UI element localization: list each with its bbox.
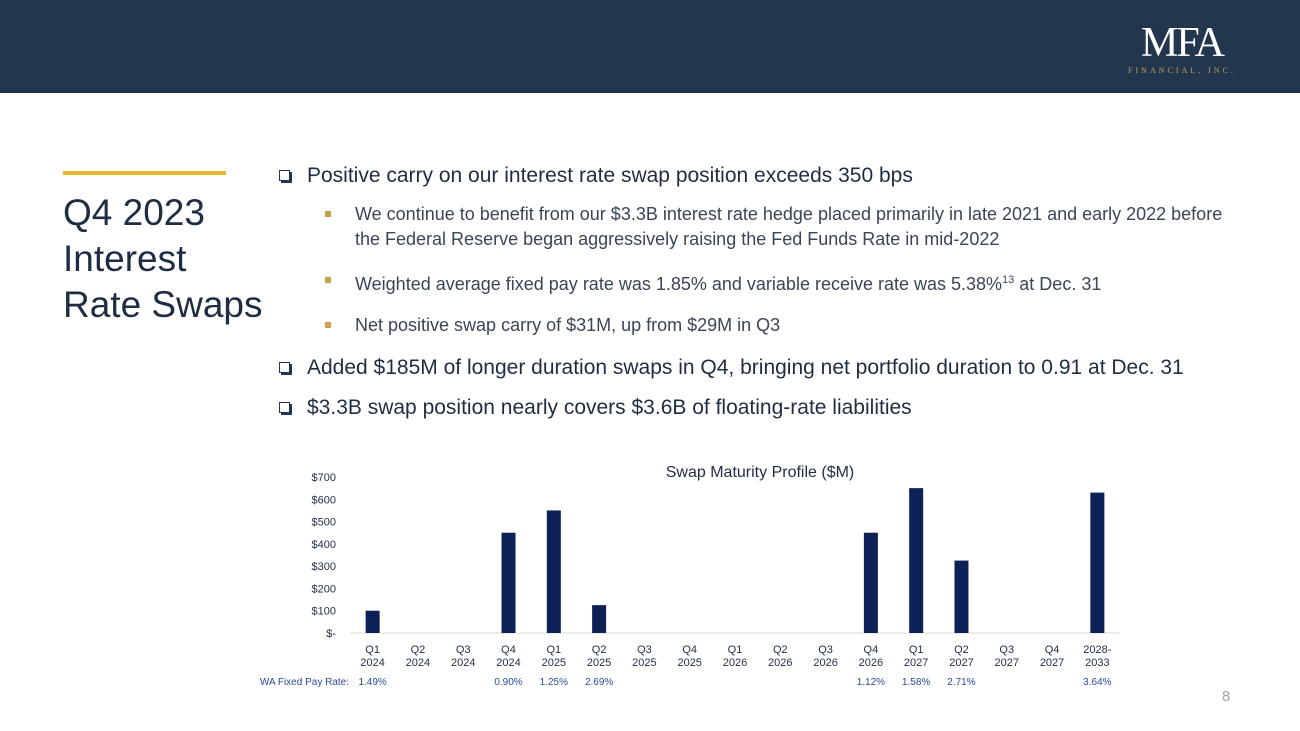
page-title: Q4 2023 Interest Rate Swaps	[63, 190, 273, 328]
fixed-rate-label: 3.64%	[1083, 677, 1111, 688]
x-tick-label: 2024	[496, 657, 520, 669]
sub-bullet-item: We continue to benefit from our $3.3B in…	[275, 202, 1235, 252]
x-tick-label: 2027	[995, 657, 1019, 669]
page-title-line: Rate Swaps	[63, 284, 263, 325]
fixed-rate-label: 1.58%	[902, 677, 930, 688]
bullet-text: $3.3B swap position nearly covers $3.6B …	[307, 396, 912, 419]
chart-title: Swap Maturity Profile ($M)	[666, 464, 855, 481]
page-title-line: Q4 2023	[63, 192, 205, 233]
fixed-rate-label: 2.69%	[585, 677, 613, 688]
sub-bullet-item: Weighted average fixed pay rate was 1.85…	[275, 268, 1235, 297]
x-tick-label: Q2	[954, 644, 969, 656]
checkbox-bullet-icon	[279, 362, 290, 373]
y-tick-label: $400	[312, 539, 336, 551]
footnote-ref: 13	[1002, 274, 1015, 286]
x-tick-label: Q2	[773, 644, 788, 656]
fixed-rate-label: 0.90%	[494, 677, 522, 688]
bullet-text: Added $185M of longer duration swaps in …	[307, 356, 1184, 379]
bar	[546, 510, 561, 633]
x-tick-label: 2027	[949, 657, 973, 669]
bar	[909, 488, 924, 633]
x-tick-label: 2024	[451, 657, 475, 669]
logo-subtext: FINANCIAL, INC.	[1128, 66, 1236, 75]
sub-bullet-text: Weighted average fixed pay rate was 1.85…	[355, 274, 1003, 294]
x-tick-label: 2026	[859, 657, 883, 669]
sub-bullet-item: Net positive swap carry of $31M, up from…	[275, 313, 1235, 338]
bullet-item: Positive carry on our interest rate swap…	[275, 162, 1235, 189]
bar	[501, 532, 516, 633]
x-tick-label: Q2	[411, 644, 426, 656]
sub-bullet-text: at Dec. 31	[1014, 274, 1102, 294]
bullet-text: Positive carry on our interest rate swap…	[307, 164, 913, 187]
bar	[592, 605, 607, 633]
checkbox-bullet-icon	[279, 402, 290, 413]
x-tick-label: Q3	[456, 644, 471, 656]
y-tick-label: $100	[312, 606, 336, 618]
x-tick-label: 2033	[1085, 657, 1109, 669]
x-tick-label: 2025	[587, 657, 611, 669]
fixed-rate-label: 1.12%	[857, 677, 885, 688]
x-tick-label: Q1	[365, 644, 380, 656]
x-tick-label: 2024	[406, 657, 430, 669]
fixed-rate-label: 1.25%	[540, 677, 568, 688]
checkbox-bullet-icon	[279, 170, 290, 181]
x-tick-label: 2028-	[1083, 644, 1111, 656]
y-tick-label: $600	[312, 494, 336, 506]
fixed-rate-label: 2.71%	[947, 677, 975, 688]
x-tick-label: Q4	[501, 644, 516, 656]
x-tick-label: 2025	[632, 657, 656, 669]
logo-mark: MFA	[1141, 20, 1225, 66]
x-tick-label: 2026	[723, 657, 747, 669]
bar	[954, 560, 969, 633]
y-tick-label: $300	[312, 561, 336, 573]
bar	[1090, 492, 1105, 633]
x-tick-label: Q1	[909, 644, 924, 656]
x-tick-label: 2026	[768, 657, 792, 669]
sub-bullet-text: We continue to benefit from our $3.3B in…	[355, 204, 1223, 249]
fixed-rate-label: 1.49%	[358, 677, 386, 688]
bar	[863, 532, 878, 633]
y-tick-label: $-	[326, 628, 336, 640]
header-bar: MFA FINANCIAL, INC.	[0, 0, 1300, 93]
bullet-list: Positive carry on our interest rate swap…	[275, 162, 1235, 434]
square-bullet-icon	[325, 277, 331, 283]
swap-maturity-chart: Swap Maturity Profile ($M) $- $100 $200 $300…	[260, 464, 1120, 688]
page-number: 8	[1222, 688, 1231, 705]
x-tick-label: Q1	[546, 644, 561, 656]
x-tick-label: Q1	[728, 644, 743, 656]
square-bullet-icon	[325, 211, 331, 217]
mfa-logo: MFA FINANCIAL, INC.	[1122, 22, 1242, 78]
square-bullet-icon	[325, 322, 331, 328]
x-tick-label: 2025	[542, 657, 566, 669]
x-tick-label: Q4	[864, 644, 879, 656]
x-tick-label: Q4	[1045, 644, 1060, 656]
bullet-item: $3.3B swap position nearly covers $3.6B …	[275, 394, 1235, 421]
x-tick-label: Q3	[818, 644, 833, 656]
x-tick-label: Q4	[682, 644, 697, 656]
x-tick-label: Q3	[637, 644, 652, 656]
x-tick-label: 2026	[813, 657, 837, 669]
fixed-rate-row-label: WA Fixed Pay Rate:	[260, 677, 349, 688]
x-tick-label: 2027	[1040, 657, 1064, 669]
bar	[365, 610, 380, 633]
sub-bullet-text: Net positive swap carry of $31M, up from…	[355, 315, 781, 335]
x-tick-label: Q2	[592, 644, 607, 656]
title-accent-line	[63, 171, 226, 175]
y-tick-label: $700	[312, 472, 336, 484]
bullet-item: Added $185M of longer duration swaps in …	[275, 354, 1235, 381]
page-title-line: Interest	[63, 238, 187, 279]
y-tick-label: $200	[312, 583, 336, 595]
x-tick-label: 2025	[677, 657, 701, 669]
x-tick-label: 2027	[904, 657, 928, 669]
x-tick-label: 2024	[360, 657, 384, 669]
y-tick-label: $500	[312, 517, 336, 529]
x-tick-label: Q3	[999, 644, 1014, 656]
